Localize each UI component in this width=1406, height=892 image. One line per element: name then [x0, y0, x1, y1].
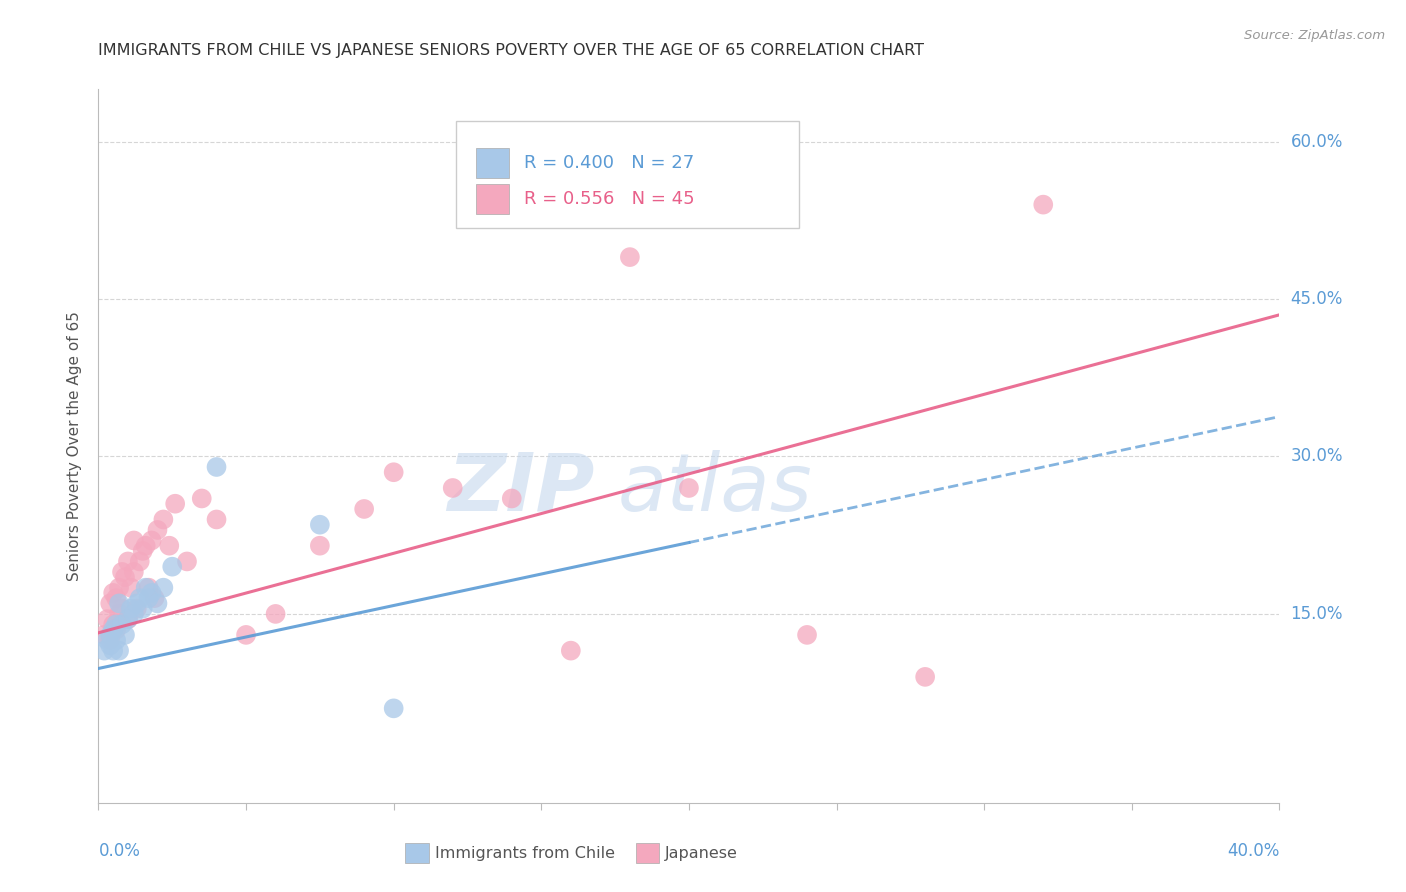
- Point: [108, 643, 131, 657]
- Point: [122, 565, 145, 579]
- Point: [108, 581, 131, 595]
- Point: [98, 639, 121, 653]
- Text: R = 0.400   N = 27: R = 0.400 N = 27: [523, 154, 693, 172]
- Point: [117, 612, 139, 626]
- Point: [619, 250, 641, 264]
- Point: [141, 586, 163, 600]
- Point: [353, 502, 375, 516]
- Point: [114, 628, 136, 642]
- Point: [152, 581, 174, 595]
- Point: [205, 512, 228, 526]
- Point: [117, 554, 139, 568]
- Point: [132, 544, 155, 558]
- Point: [103, 586, 125, 600]
- Point: [141, 533, 163, 548]
- Point: [111, 601, 134, 615]
- Point: [441, 481, 464, 495]
- Point: [678, 481, 700, 495]
- Point: [165, 497, 187, 511]
- Point: [309, 517, 332, 532]
- Point: [122, 533, 145, 548]
- Point: [914, 670, 936, 684]
- Point: [191, 491, 214, 506]
- Text: Source: ZipAtlas.com: Source: ZipAtlas.com: [1244, 29, 1385, 42]
- Point: [111, 617, 134, 632]
- Point: [560, 643, 582, 657]
- Text: 30.0%: 30.0%: [1291, 448, 1343, 466]
- Point: [117, 612, 139, 626]
- Point: [132, 601, 155, 615]
- Point: [105, 623, 128, 637]
- Point: [152, 512, 174, 526]
- Point: [125, 601, 148, 615]
- Point: [103, 643, 125, 657]
- Bar: [636, 844, 659, 863]
- Text: 0.0%: 0.0%: [98, 842, 141, 860]
- Point: [105, 617, 128, 632]
- Point: [120, 581, 142, 595]
- Point: [122, 607, 145, 621]
- Point: [135, 581, 157, 595]
- Point: [114, 570, 136, 584]
- Text: Japanese: Japanese: [665, 846, 738, 861]
- Point: [96, 612, 118, 626]
- Point: [235, 628, 257, 642]
- Point: [501, 491, 523, 506]
- Point: [162, 559, 183, 574]
- Point: [264, 607, 287, 621]
- Point: [98, 633, 121, 648]
- Point: [93, 643, 115, 657]
- Text: 45.0%: 45.0%: [1291, 290, 1343, 308]
- Point: [135, 539, 157, 553]
- Point: [146, 523, 169, 537]
- Bar: [405, 844, 429, 863]
- Text: IMMIGRANTS FROM CHILE VS JAPANESE SENIORS POVERTY OVER THE AGE OF 65 CORRELATION: IMMIGRANTS FROM CHILE VS JAPANESE SENIOR…: [98, 43, 924, 58]
- Text: R = 0.556   N = 45: R = 0.556 N = 45: [523, 190, 695, 208]
- Point: [108, 607, 131, 621]
- Point: [382, 465, 405, 479]
- Point: [205, 460, 228, 475]
- Text: atlas: atlas: [619, 450, 813, 528]
- Point: [309, 539, 332, 553]
- Point: [103, 617, 125, 632]
- Point: [98, 596, 121, 610]
- Point: [138, 581, 160, 595]
- Point: [143, 591, 166, 606]
- Point: [96, 633, 118, 648]
- Bar: [477, 148, 509, 178]
- Point: [120, 601, 142, 615]
- Point: [93, 628, 115, 642]
- Bar: [477, 184, 509, 214]
- Text: 40.0%: 40.0%: [1227, 842, 1279, 860]
- Point: [146, 596, 169, 610]
- Point: [98, 628, 121, 642]
- Point: [128, 554, 150, 568]
- Point: [138, 591, 160, 606]
- Point: [111, 565, 134, 579]
- Text: ZIP: ZIP: [447, 450, 595, 528]
- Point: [1032, 197, 1054, 211]
- Y-axis label: Seniors Poverty Over the Age of 65: Seniors Poverty Over the Age of 65: [67, 311, 83, 581]
- Point: [105, 633, 128, 648]
- FancyBboxPatch shape: [457, 121, 799, 228]
- Point: [796, 628, 818, 642]
- Point: [176, 554, 198, 568]
- Text: 60.0%: 60.0%: [1291, 133, 1343, 151]
- Point: [157, 539, 180, 553]
- Point: [108, 596, 131, 610]
- Point: [105, 591, 128, 606]
- Point: [125, 596, 148, 610]
- Point: [382, 701, 405, 715]
- Text: 15.0%: 15.0%: [1291, 605, 1343, 623]
- Point: [128, 591, 150, 606]
- Point: [103, 623, 125, 637]
- Text: Immigrants from Chile: Immigrants from Chile: [434, 846, 614, 861]
